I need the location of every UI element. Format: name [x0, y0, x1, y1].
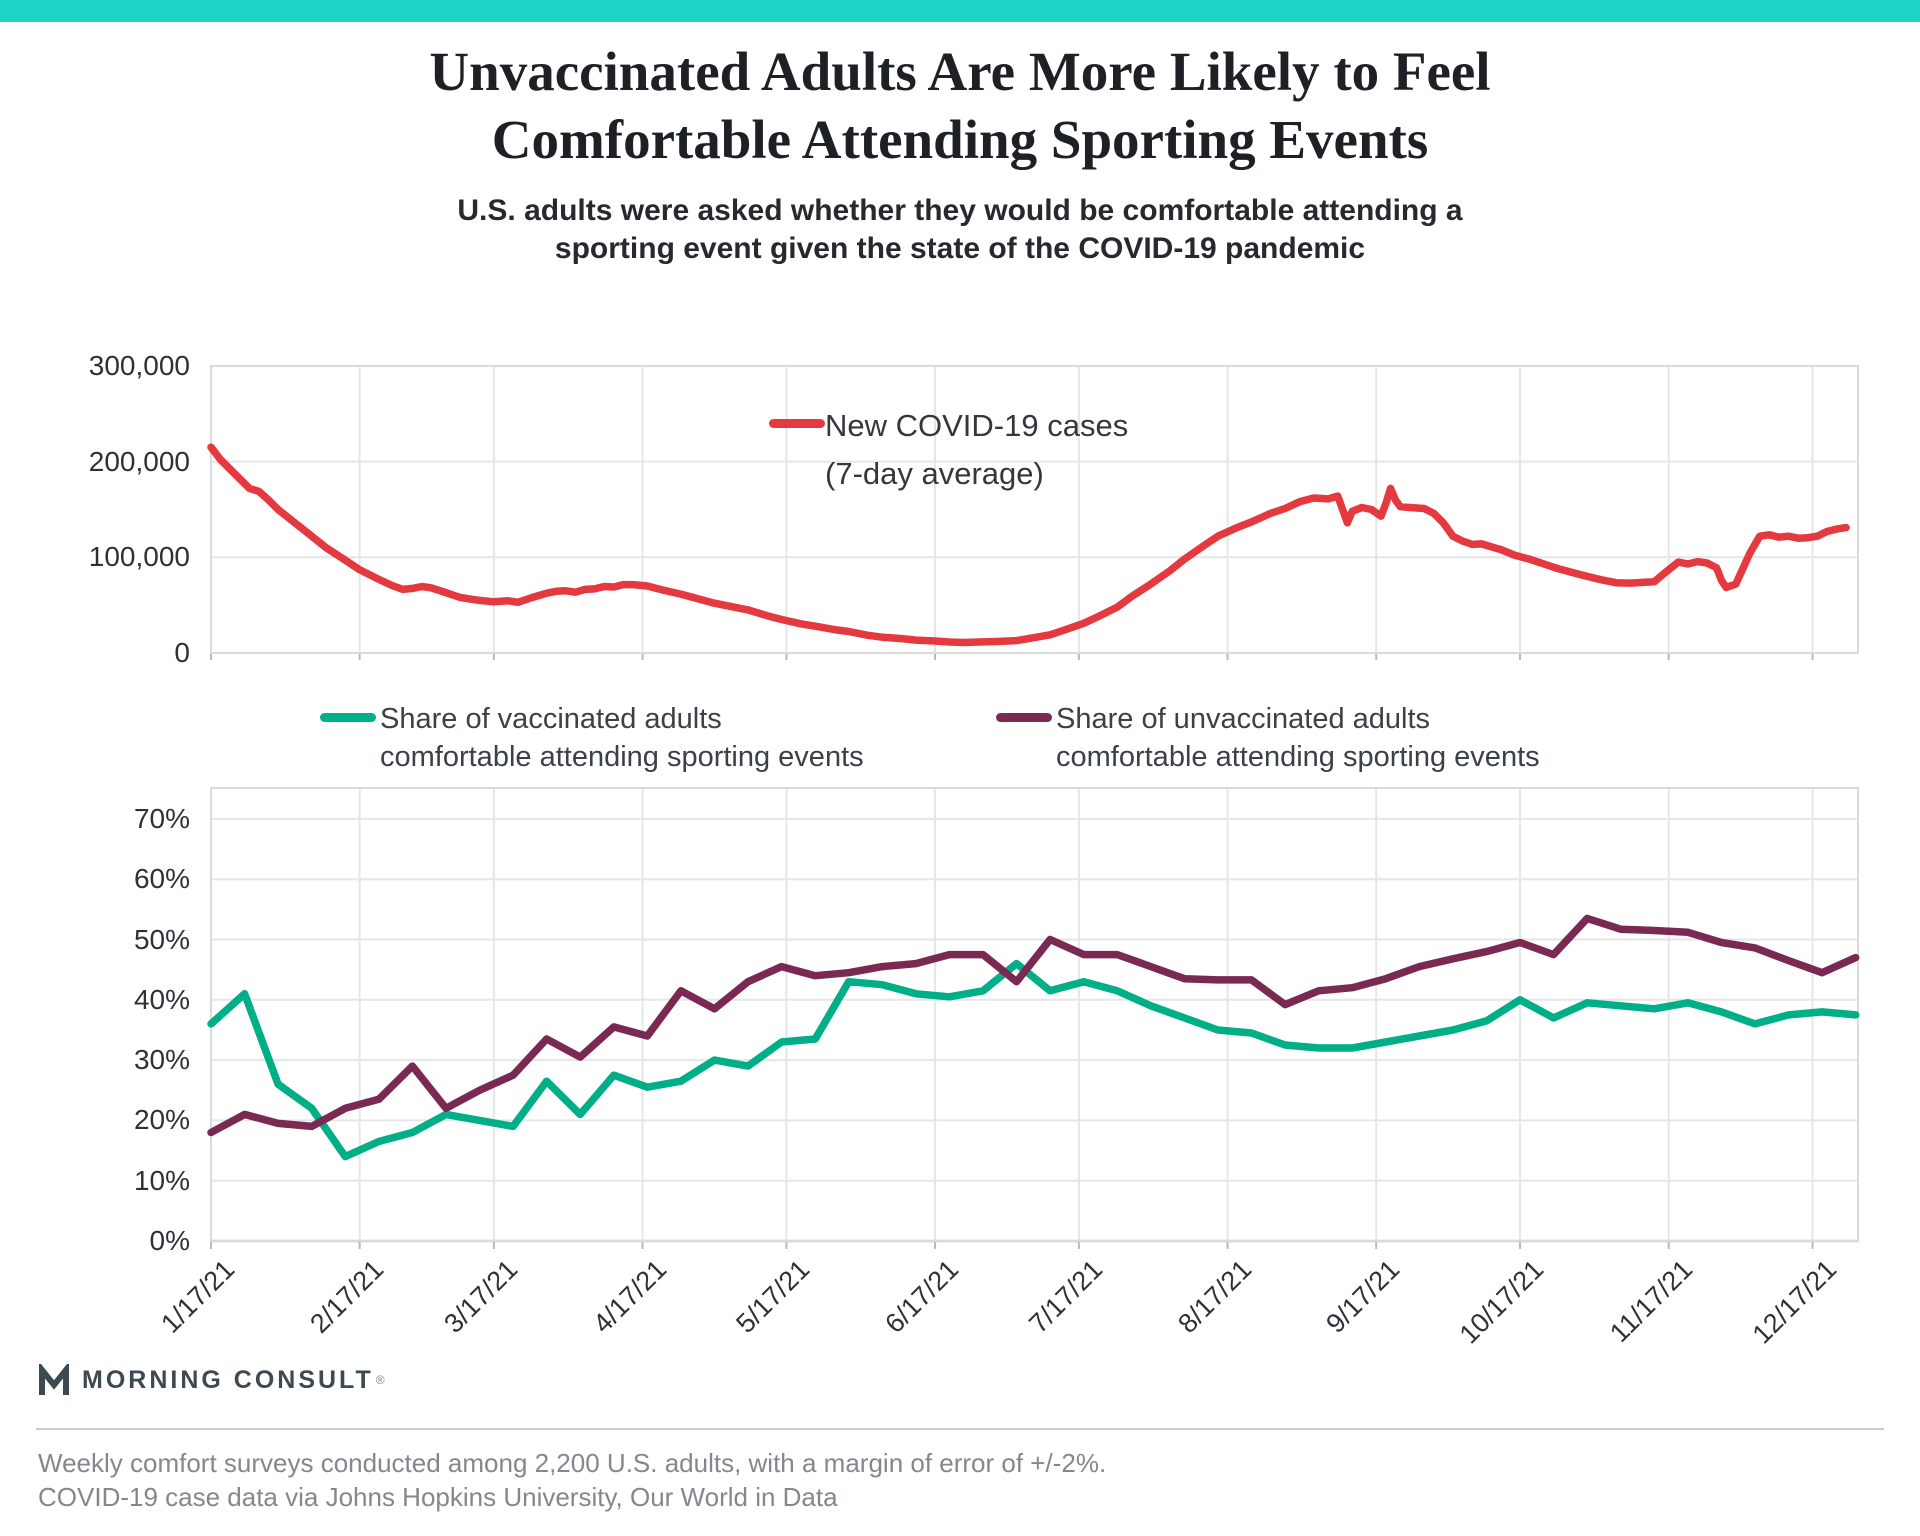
brand-top-bar [0, 0, 1920, 22]
page-title: Unvaccinated Adults Are More Likely to F… [0, 38, 1920, 174]
legend-vaccinated-text: Share of vaccinated adults comfortable a… [380, 700, 864, 776]
legend-unvaccinated-line1: Share of unvaccinated adults [1056, 703, 1431, 735]
footer-note-line2: COVID-19 case data via Johns Hopkins Uni… [38, 1482, 838, 1512]
page-title-line1: Unvaccinated Adults Are More Likely to F… [429, 41, 1491, 102]
footer-divider [36, 1428, 1884, 1430]
page-subtitle: U.S. adults were asked whether they woul… [0, 192, 1920, 268]
legend-unvaccinated: Share of unvaccinated adults comfortable… [996, 700, 1540, 776]
legend-vaccinated: Share of vaccinated adults comfortable a… [320, 700, 864, 776]
legend-covid-cases-line1: New COVID-19 cases [825, 408, 1129, 443]
page-subtitle-line1: U.S. adults were asked whether they woul… [457, 194, 1463, 227]
legend-unvaccinated-line2: comfortable attending sporting events [1056, 741, 1540, 773]
green-line-legend-icon [320, 713, 376, 722]
covid-cases-line [207, 443, 1850, 647]
legend-unvaccinated-text: Share of unvaccinated adults comfortable… [1056, 700, 1540, 776]
legend-covid-cases: New COVID-19 cases (7-day average) [769, 402, 1128, 498]
morning-consult-logo: MORNING CONSULT ® [38, 1364, 385, 1396]
red-line-legend-icon [769, 419, 825, 428]
unvaccinated-share-line [207, 914, 1860, 1137]
legend-vaccinated-line2: comfortable attending sporting events [380, 741, 864, 773]
morning-consult-logo-mark [39, 1364, 69, 1395]
legend-covid-cases-line2: (7-day average) [825, 456, 1044, 491]
page-subtitle-line2: sporting event given the state of the CO… [554, 232, 1366, 265]
legend-vaccinated-line1: Share of vaccinated adults [380, 703, 722, 735]
registered-mark: ® [375, 1373, 385, 1387]
vaccinated-share-line [207, 959, 1860, 1161]
maroon-line-legend-icon [996, 713, 1052, 722]
bottom-chart-plot-border [210, 787, 1859, 1242]
page-title-line2: Comfortable Attending Sporting Events [491, 109, 1429, 170]
morning-consult-logo-text: MORNING CONSULT [82, 1365, 374, 1394]
top-chart-plot-border [210, 365, 1859, 654]
legend-covid-cases-text: New COVID-19 cases (7-day average) [825, 402, 1128, 498]
footer-note-line1: Weekly comfort surveys conducted among 2… [38, 1448, 1107, 1478]
